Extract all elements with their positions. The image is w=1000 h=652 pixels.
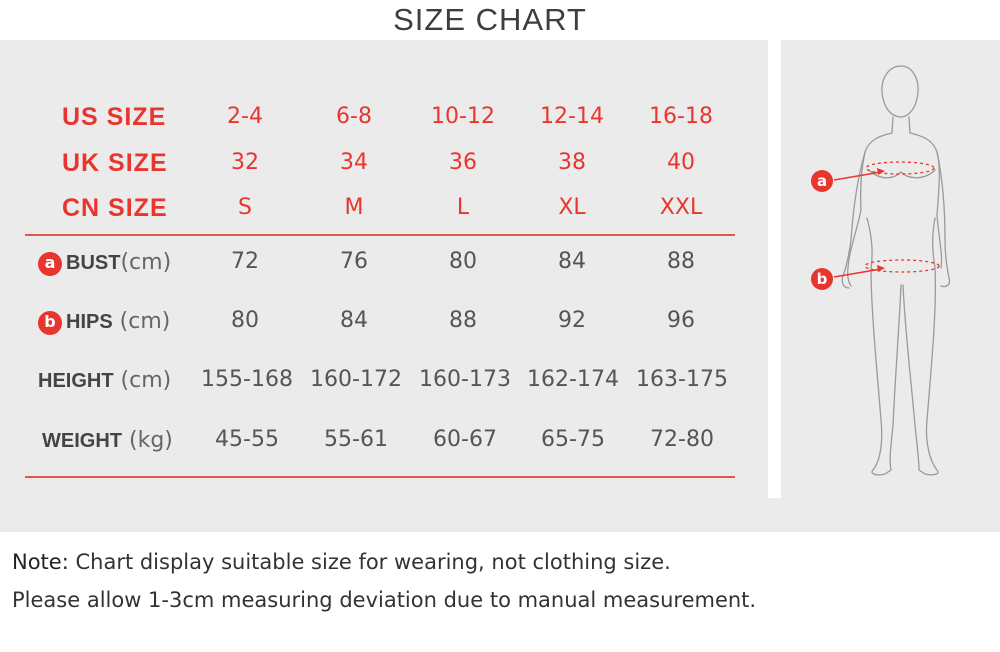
uk-size-cell: 36 <box>449 150 477 175</box>
weight-cell: 60-67 <box>433 427 497 452</box>
bust-label: a BUST(cm) <box>38 242 171 282</box>
uk-size-cell: 40 <box>667 150 695 175</box>
hips-marker-badge: b <box>38 310 62 335</box>
note-label: Note: <box>12 550 69 574</box>
bust-pointer <box>833 171 882 181</box>
cn-size-label: CN SIZE <box>62 194 168 222</box>
hips-text: HIPS <box>66 311 113 333</box>
height-unit: (cm) <box>113 368 172 393</box>
us-size-cell: 12-14 <box>540 104 604 129</box>
cn-size-cell: XXL <box>659 195 703 220</box>
panel-divider <box>768 40 781 498</box>
height-cell: 155-168 <box>201 367 293 392</box>
us-size-cell: 2-4 <box>227 104 263 129</box>
cn-size-cell: M <box>344 195 364 220</box>
hips-cell: 92 <box>558 308 586 333</box>
cn-size-cell: S <box>238 195 252 220</box>
hips-cell: 96 <box>667 308 695 333</box>
bust-cell: 84 <box>558 249 586 274</box>
us-size-cell: 6-8 <box>336 104 372 129</box>
bust-cell: 88 <box>667 249 695 274</box>
weight-cell: 45-55 <box>215 427 279 452</box>
bust-marker-badge: a <box>38 251 62 276</box>
bust-cell: 72 <box>231 249 259 274</box>
uk-size-row: UK SIZE 32 34 36 38 40 <box>0 143 760 183</box>
height-text: HEIGHT <box>38 370 114 392</box>
hips-row: b HIPS (cm) 80 84 88 92 96 <box>0 301 760 341</box>
uk-size-label: UK SIZE <box>62 149 168 177</box>
hips-cell: 88 <box>449 308 477 333</box>
weight-cell: 72-80 <box>650 427 714 452</box>
footer-divider <box>25 476 735 478</box>
height-cell: 160-173 <box>419 367 511 392</box>
cn-size-row: CN SIZE S M L XL XXL <box>0 188 760 228</box>
bust-row: a BUST(cm) 72 76 80 84 88 <box>0 242 760 282</box>
height-cell: 162-174 <box>527 367 619 392</box>
weight-label: WEIGHT (kg) <box>42 420 173 460</box>
uk-size-cell: 32 <box>231 150 259 175</box>
note-line-2: Please allow 1-3cm measuring deviation d… <box>12 588 757 612</box>
hips-cell: 84 <box>340 308 368 333</box>
body-figure-panel: a b <box>781 40 1000 498</box>
bust-unit: (cm) <box>120 250 172 275</box>
height-label: HEIGHT (cm) <box>38 360 171 400</box>
hips-unit: (cm) <box>112 309 171 334</box>
weight-text: WEIGHT <box>42 430 122 452</box>
us-size-cell: 10-12 <box>431 104 495 129</box>
cn-size-cell: L <box>456 195 470 220</box>
page-title: SIZE CHART <box>393 2 587 37</box>
us-size-label: US SIZE <box>62 103 167 131</box>
chart-band: US SIZE 2-4 6-8 10-12 12-14 16-18 UK SIZ… <box>0 40 1000 532</box>
hips-measure-line <box>864 259 940 273</box>
bust-marker-icon <box>811 170 833 192</box>
header-divider <box>25 234 735 236</box>
weight-row: WEIGHT (kg) 45-55 55-61 60-67 65-75 72-8… <box>0 420 760 460</box>
weight-unit: (kg) <box>122 428 173 453</box>
hips-marker-icon <box>811 268 833 290</box>
height-cell: 163-175 <box>636 367 728 392</box>
cn-size-cell: XL <box>558 195 586 220</box>
bust-text: BUST <box>66 252 121 274</box>
hips-label: b HIPS (cm) <box>38 301 170 341</box>
hips-pointer <box>833 268 882 278</box>
us-size-row: US SIZE 2-4 6-8 10-12 12-14 16-18 <box>0 97 760 137</box>
weight-cell: 65-75 <box>541 427 605 452</box>
body-figure-illustration: a b <box>811 65 951 476</box>
note-line-1: Note: Chart display suitable size for we… <box>12 550 671 574</box>
height-cell: 160-172 <box>310 367 402 392</box>
hips-cell: 80 <box>231 308 259 333</box>
weight-cell: 55-61 <box>324 427 388 452</box>
note-text-1: Chart display suitable size for wearing,… <box>68 550 671 574</box>
bust-cell: 80 <box>449 249 477 274</box>
uk-size-cell: 34 <box>340 150 368 175</box>
hips-marker-letter: b <box>817 270 828 288</box>
height-row: HEIGHT (cm) 155-168 160-172 160-173 162-… <box>0 360 760 400</box>
bust-cell: 76 <box>340 249 368 274</box>
bust-measure-line <box>865 161 935 175</box>
us-size-cell: 16-18 <box>649 104 713 129</box>
bust-marker-letter: a <box>817 172 827 190</box>
uk-size-cell: 38 <box>558 150 586 175</box>
